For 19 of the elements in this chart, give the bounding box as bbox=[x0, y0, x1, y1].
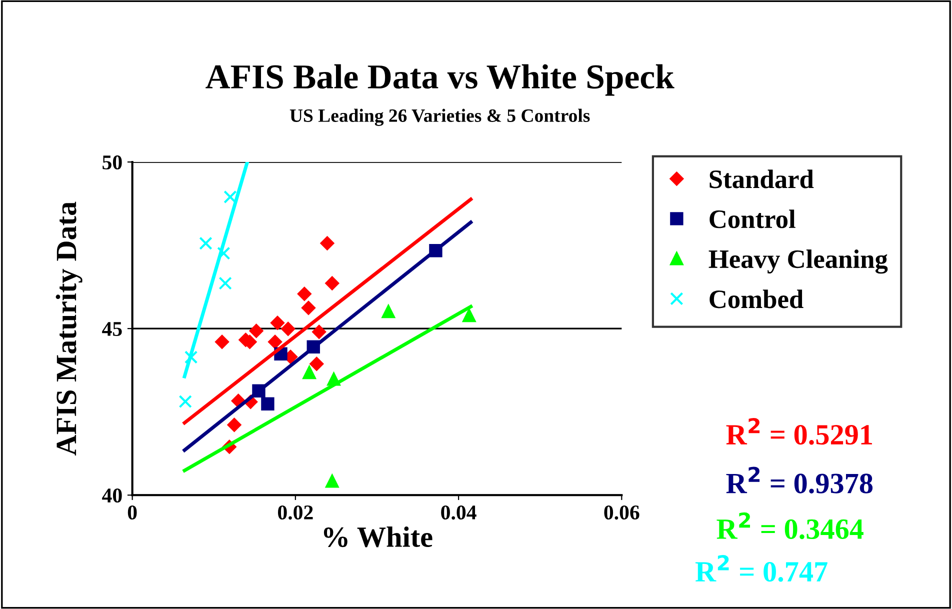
x-tick-label: 0.04 bbox=[441, 505, 476, 520]
x-tick-label: 0 bbox=[128, 505, 137, 520]
chart-subtitle: US Leading 26 Varieties & 5 Controls bbox=[290, 108, 590, 126]
legend-label: Heavy Cleaning bbox=[708, 250, 888, 274]
legend-label: Combed bbox=[710, 290, 804, 308]
y-tick-label: 50 bbox=[102, 155, 122, 170]
x-axis-title: % White bbox=[324, 526, 432, 548]
legend-label: Control bbox=[710, 210, 796, 228]
y-tick-label: 40 bbox=[102, 488, 122, 503]
y-tick-label: 45 bbox=[102, 322, 122, 336]
x-tick-label: 0.02 bbox=[278, 505, 313, 520]
chart-title: AFIS Bale Data vs White Speck bbox=[206, 64, 674, 96]
legend-label: Standard bbox=[710, 170, 814, 188]
text: R$^{2}$ = 0.9378 bbox=[726, 466, 873, 494]
text: R$^{2}$ = 0.5291 bbox=[726, 418, 872, 445]
text: R$^{2}$ = 0.3464 bbox=[716, 512, 864, 540]
y-axis-title: AFIS Maturity Data bbox=[56, 202, 82, 456]
text: R$^{2}$ = 0.747 bbox=[695, 555, 828, 582]
x-tick-label: 0.06 bbox=[604, 505, 640, 520]
